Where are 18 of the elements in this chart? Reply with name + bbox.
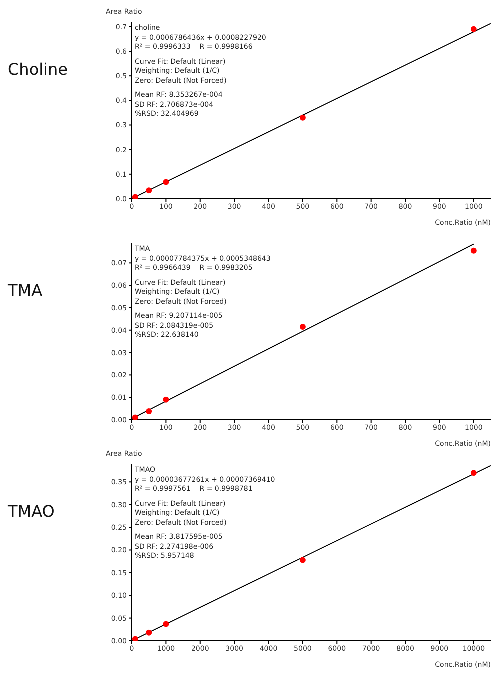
text: TMA xyxy=(8,281,43,300)
point xyxy=(163,621,170,628)
point xyxy=(163,179,170,186)
point xyxy=(132,636,138,641)
point xyxy=(470,470,477,476)
point xyxy=(146,630,152,636)
point xyxy=(470,248,477,254)
point xyxy=(300,324,306,330)
point xyxy=(300,114,306,121)
point xyxy=(146,408,152,414)
point xyxy=(163,396,170,403)
point xyxy=(146,188,152,194)
point xyxy=(132,414,138,420)
point xyxy=(300,557,306,564)
text: Choline xyxy=(8,60,68,79)
point xyxy=(132,194,138,199)
text: TMAO xyxy=(8,502,55,521)
point xyxy=(470,26,477,32)
